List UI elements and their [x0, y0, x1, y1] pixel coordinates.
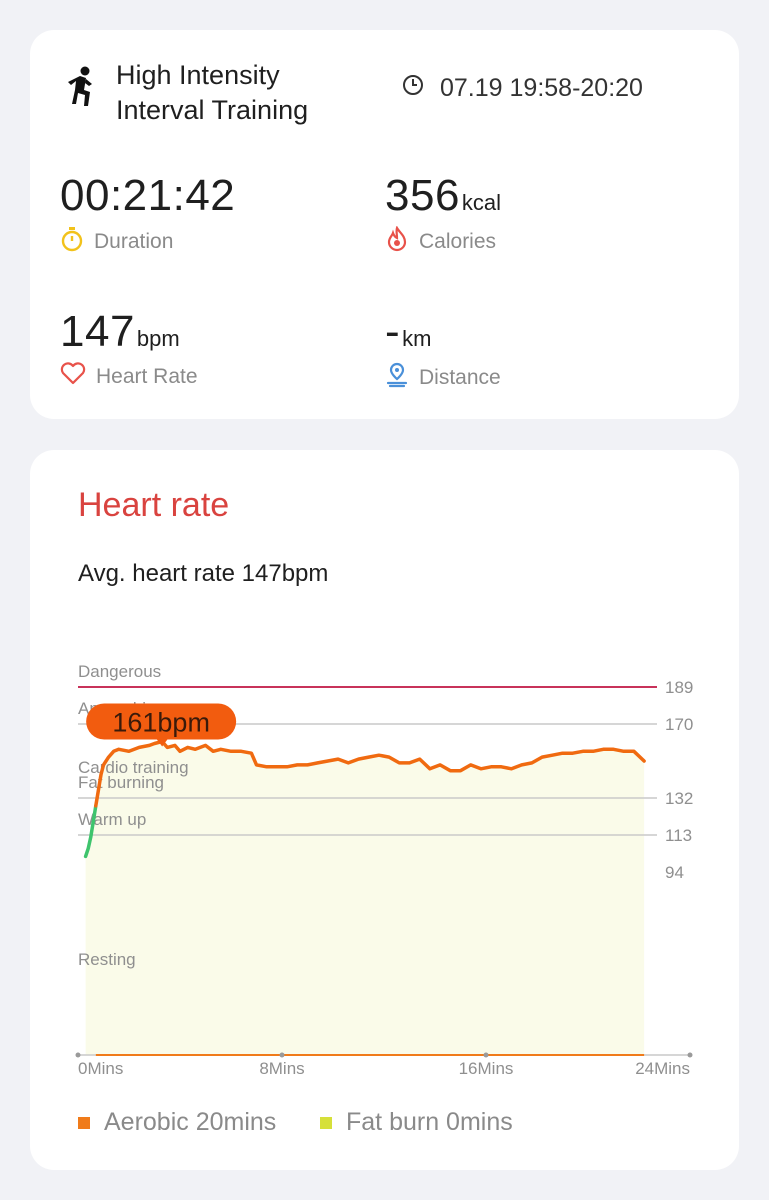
- y-tick-label: 189: [665, 678, 693, 697]
- x-tick-dot: [279, 1052, 285, 1058]
- calories-unit: kcal: [461, 190, 502, 215]
- calories-value: 356: [385, 171, 460, 220]
- zone-label: Resting: [78, 950, 136, 969]
- peak-badge-text: 161bpm: [112, 708, 210, 738]
- zone-label: Fat burning: [78, 773, 164, 792]
- x-tick-dot: [75, 1052, 81, 1058]
- y-tick-label: 94: [665, 863, 684, 882]
- zone-label: Dangerous: [78, 662, 161, 681]
- heart-rate-card: Heart rate Avg. heart rate 147bpm Danger…: [30, 450, 739, 1170]
- y-tick-label: 132: [665, 789, 693, 808]
- distance-value: -: [385, 307, 401, 356]
- distance-metric: -km Distance: [385, 308, 501, 394]
- legend-swatch: [78, 1116, 90, 1129]
- legend-label: Fat burn 0mins: [346, 1108, 513, 1136]
- activity-title: High Intensity Interval Training: [116, 60, 309, 125]
- zone-label: Warm up: [78, 810, 146, 829]
- x-tick-label: 8Mins: [259, 1059, 304, 1078]
- y-tick-label: 113: [665, 826, 692, 845]
- duration-value: 00:21:42: [60, 171, 236, 220]
- heart-rate-area: [85, 741, 645, 1055]
- x-tick-dot: [687, 1052, 693, 1058]
- calories-label: Calories: [419, 230, 497, 253]
- calories-metric: 356kcal Calories: [385, 172, 501, 258]
- heart-rate-line-warmup: [83, 804, 98, 859]
- running-person-icon: [66, 66, 96, 113]
- x-tick-label: 0Mins: [78, 1059, 123, 1078]
- heart-rate-metric: 147bpm Heart Rate: [60, 308, 198, 392]
- x-tick-dot: [483, 1052, 489, 1058]
- x-tick-label: 24Mins: [635, 1059, 690, 1078]
- x-tick-label: 16Mins: [459, 1059, 514, 1078]
- workout-summary-card: High Intensity Interval Training 07.19 1…: [30, 30, 739, 419]
- duration-metric: 00:21:42 Duration: [60, 172, 235, 258]
- legend-label: Aerobic 20mins: [104, 1108, 277, 1136]
- heart-rate-line: [94, 739, 646, 808]
- stopwatch-icon: [60, 226, 94, 258]
- location-pin-icon: [385, 362, 419, 394]
- legend-item-aerobic: Aerobic 20mins: [78, 1108, 276, 1137]
- distance-unit: km: [402, 326, 432, 351]
- heart-rate-label: Heart Rate: [96, 365, 198, 388]
- legend-swatch: [320, 1116, 332, 1129]
- peak-badge-pointer: [156, 738, 169, 747]
- heart-rate-value: 147: [60, 307, 135, 356]
- time-range-block: 07.19 19:58-20:20: [402, 74, 643, 103]
- heart-rate-title: Heart rate: [78, 486, 230, 524]
- y-tick-label: 170: [665, 715, 693, 734]
- heart-icon: [60, 362, 96, 392]
- flame-icon: [385, 225, 419, 258]
- legend-item-fat-burn: Fat burn 0mins: [320, 1108, 513, 1137]
- time-range: 07.19 19:58-20:20: [440, 74, 643, 102]
- peak-badge: [86, 703, 237, 740]
- avg-heart-rate: Avg. heart rate 147bpm: [78, 560, 329, 587]
- heart-rate-unit: bpm: [136, 326, 180, 351]
- clock-icon: [402, 74, 424, 103]
- workout-title-block: High Intensity Interval Training: [66, 58, 356, 128]
- duration-label: Duration: [94, 230, 174, 253]
- distance-label: Distance: [419, 366, 501, 389]
